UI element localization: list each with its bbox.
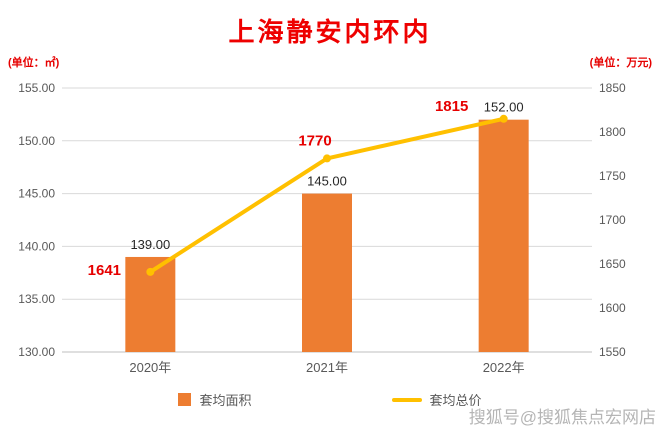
svg-text:1750: 1750	[599, 169, 626, 183]
watermark-text: 搜狐号@搜狐焦点宏网店	[468, 408, 656, 427]
svg-text:1600: 1600	[599, 301, 626, 315]
svg-text:1550: 1550	[599, 345, 626, 359]
chart-legend: 套均面积 套均总价	[0, 390, 660, 409]
svg-text:2022年: 2022年	[483, 360, 525, 375]
svg-text:2021年: 2021年	[306, 360, 348, 375]
svg-text:139.00: 139.00	[130, 237, 170, 252]
svg-text:150.00: 150.00	[18, 134, 55, 148]
svg-text:1700: 1700	[599, 213, 626, 227]
bar-series-swatch-icon	[178, 393, 192, 406]
legend-label-bar-series: 套均面积	[199, 393, 252, 408]
svg-text:1650: 1650	[599, 257, 626, 271]
svg-text:152.00: 152.00	[484, 100, 524, 115]
svg-text:1850: 1850	[599, 81, 626, 95]
svg-text:130.00: 130.00	[18, 345, 55, 359]
legend-item-bar-series: 套均面积	[178, 390, 252, 409]
svg-text:1641: 1641	[88, 262, 121, 279]
svg-text:1815: 1815	[435, 98, 468, 115]
right-axis-unit-label: (单位：万元)	[589, 57, 652, 69]
svg-text:145.00: 145.00	[18, 187, 55, 201]
left-axis-unit-label: (单位：㎡)	[8, 57, 60, 69]
svg-text:155.00: 155.00	[18, 81, 55, 95]
svg-text:135.00: 135.00	[18, 292, 55, 306]
svg-text:2020年: 2020年	[129, 360, 171, 375]
svg-text:140.00: 140.00	[18, 239, 55, 253]
legend-label-line-series: 套均总价	[429, 393, 482, 408]
combo-chart: 130.00 135.00 140.00 145.00 150.00 155.00 1550…	[18, 81, 626, 375]
chart-title: 上海静安内环内	[228, 17, 432, 47]
legend-item-line-series: 套均总价	[391, 390, 482, 409]
svg-text:1770: 1770	[298, 132, 331, 149]
svg-text:1800: 1800	[599, 125, 626, 139]
svg-text:145.00: 145.00	[307, 174, 347, 189]
line-series-swatch-icon	[391, 397, 422, 402]
